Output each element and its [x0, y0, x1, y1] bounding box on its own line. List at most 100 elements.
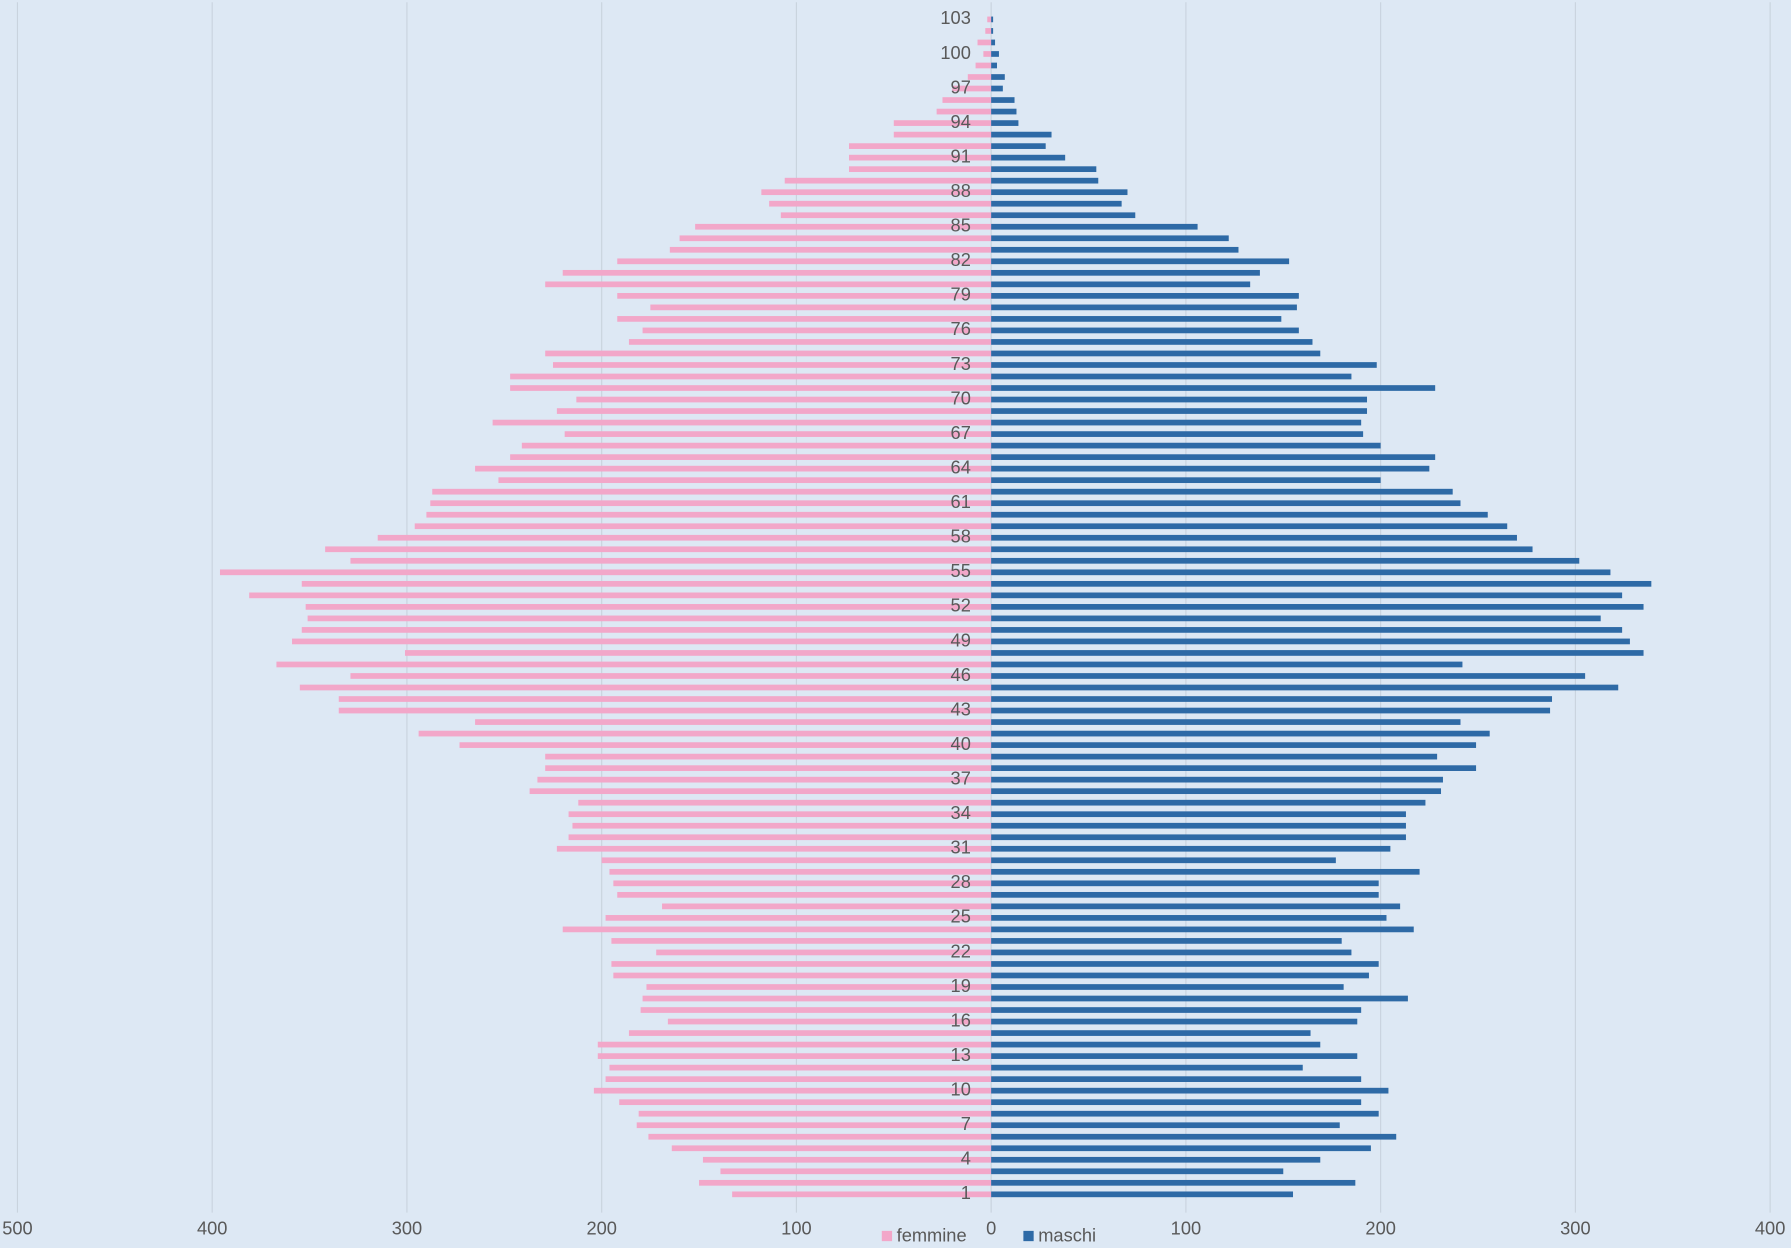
- bar: [619, 1099, 992, 1106]
- bar: [769, 200, 992, 207]
- bar: [967, 74, 992, 80]
- bar: [597, 1053, 992, 1059]
- bar: [952, 85, 992, 92]
- bar: [991, 580, 1652, 587]
- y-tick-label: 85: [951, 215, 971, 236]
- bar: [991, 1018, 1358, 1025]
- bar: [521, 442, 992, 449]
- bar: [638, 1110, 992, 1117]
- bar: [991, 604, 1644, 610]
- bar: [991, 684, 1619, 691]
- bar: [991, 120, 1019, 126]
- bar: [991, 442, 1381, 449]
- y-tick-label: 31: [951, 837, 971, 858]
- bar: [991, 753, 1438, 760]
- bar: [991, 926, 1414, 933]
- y-tick-label: 49: [951, 629, 971, 650]
- bar: [991, 822, 1406, 829]
- legend-label: maschi: [1038, 1224, 1096, 1245]
- bar: [426, 511, 992, 518]
- bar: [492, 419, 992, 426]
- bar: [991, 28, 994, 34]
- bar: [593, 1087, 992, 1094]
- bar: [991, 1099, 1362, 1106]
- x-tick-label: 400: [1755, 1218, 1785, 1239]
- y-tick-label: 4: [961, 1148, 971, 1169]
- bar: [640, 1007, 992, 1013]
- bar: [991, 1179, 1356, 1186]
- bar: [991, 880, 1379, 887]
- bar: [377, 534, 992, 541]
- bar: [556, 408, 992, 414]
- bar: [459, 742, 992, 748]
- y-tick-label: 58: [951, 526, 971, 547]
- bar: [893, 131, 992, 138]
- bar: [991, 569, 1611, 576]
- bar: [991, 419, 1362, 426]
- y-tick-label: 97: [951, 76, 971, 97]
- bar: [991, 51, 999, 57]
- bar: [991, 592, 1623, 599]
- y-tick-label: 76: [951, 318, 971, 339]
- bar: [636, 1122, 992, 1129]
- y-tick-label: 25: [951, 906, 971, 927]
- bar: [991, 1191, 1294, 1198]
- bar: [848, 143, 992, 149]
- y-tick-label: 1: [961, 1182, 971, 1203]
- bar: [475, 719, 992, 725]
- bar: [642, 995, 992, 1002]
- x-tick-label: 500: [2, 1218, 32, 1239]
- bar: [292, 638, 992, 645]
- bar: [305, 604, 992, 610]
- bar: [414, 523, 992, 530]
- bar: [991, 281, 1251, 288]
- bar: [991, 799, 1426, 806]
- bar: [568, 834, 992, 841]
- bar: [307, 615, 992, 622]
- bar: [761, 189, 992, 196]
- bar: [991, 500, 1461, 507]
- x-tick-label: 100: [781, 1218, 811, 1239]
- bar: [671, 1145, 992, 1152]
- bar: [605, 915, 992, 921]
- bar: [249, 592, 992, 599]
- bar: [597, 1041, 992, 1048]
- bar: [609, 868, 992, 875]
- bar: [699, 1179, 992, 1186]
- bar: [991, 396, 1368, 403]
- bar: [991, 557, 1580, 564]
- bar: [991, 707, 1551, 714]
- bar: [991, 523, 1508, 530]
- bar: [991, 696, 1553, 702]
- bar: [564, 431, 992, 437]
- y-tick-label: 40: [951, 733, 971, 754]
- bar: [991, 1007, 1362, 1013]
- y-tick-label: 28: [951, 871, 971, 892]
- bar: [991, 39, 996, 46]
- bar: [991, 465, 1430, 472]
- bar: [991, 131, 1052, 138]
- bar: [975, 62, 992, 69]
- x-tick-label: 300: [1560, 1218, 1590, 1239]
- y-tick-label: 37: [951, 767, 971, 788]
- bar: [991, 857, 1336, 864]
- bar: [656, 949, 992, 956]
- bar: [609, 1064, 992, 1071]
- y-tick-label: 52: [951, 595, 971, 616]
- bar: [942, 97, 992, 103]
- bar: [991, 74, 1005, 80]
- legend-swatch: [1023, 1230, 1034, 1242]
- bar: [991, 143, 1046, 149]
- bar: [991, 1076, 1362, 1083]
- bar: [617, 293, 992, 299]
- bar: [991, 915, 1387, 921]
- bar: [991, 673, 1586, 679]
- bar: [991, 154, 1066, 161]
- y-tick-label: 61: [951, 491, 971, 512]
- bar: [545, 765, 992, 771]
- bar: [985, 28, 992, 34]
- bar: [219, 569, 992, 576]
- x-tick-label: 200: [1365, 1218, 1395, 1239]
- bar: [991, 1110, 1379, 1117]
